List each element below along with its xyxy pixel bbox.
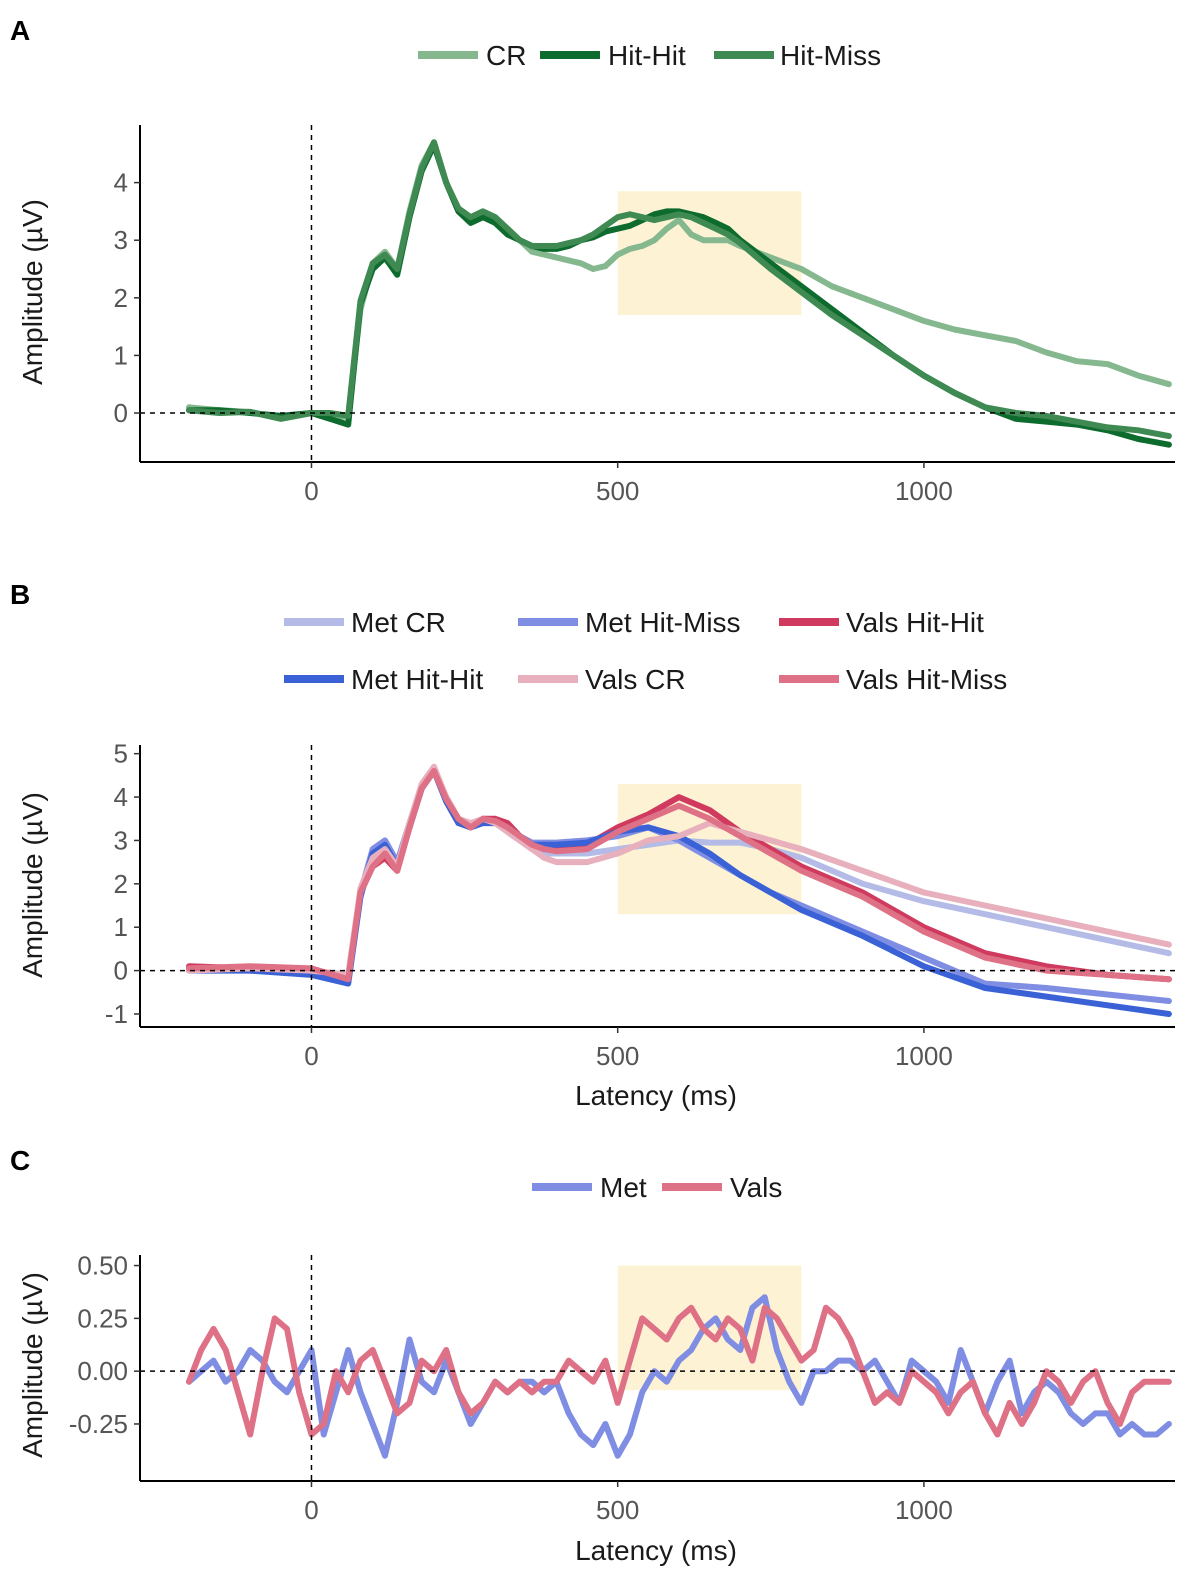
legend-c: Met Vals [532,1172,782,1203]
panel-a-y-tick-label: 4 [114,168,128,198]
panel-a-y-tick-label: 1 [114,340,128,370]
legend-label-vals-hit-hit: Vals Hit-Hit [846,607,984,638]
x-axis-title-b: Latency (ms) [575,1080,737,1111]
legend-label-met-cr: Met CR [351,607,446,638]
panel-a-highlight-window [617,191,802,316]
y-axis-title-c: Amplitude (µV) [17,1272,48,1458]
panel-b-y-tick-label: 5 [114,739,128,769]
panel-b-y-tick-label: -1 [105,999,128,1029]
panel-a: A CR Hit-Hit Hit-Miss Amplitude (µV) 0 50… [10,15,1175,506]
legend-label-met-hit-miss: Met Hit-Miss [585,607,741,638]
panel-b-x-tick-label: 0 [304,1041,318,1071]
y-axis-title-b: Amplitude (µV) [17,792,48,978]
plot-area-b: 0 500 1000 -1 0 1 2 3 4 5 [105,739,1175,1071]
panel-c-x-tick-label: 0 [304,1495,318,1525]
panel-c-series-vals [186,1304,1172,1438]
plot-area-c: 0 500 1000 -0.25 0.00 0.25 0.50 [69,1251,1175,1525]
legend-label-met-hit-hit: Met Hit-Hit [351,664,483,695]
panel-b-y-tick-label: 2 [114,869,128,899]
panel-c-x-tick-label: 500 [596,1495,639,1525]
x-axis-title-c: Latency (ms) [575,1535,737,1566]
panel-c-y-tick-label: -0.25 [69,1409,128,1439]
panel-c-y-tick-label: 0.00 [77,1356,128,1386]
legend-label-hit-hit: Hit-Hit [608,40,686,71]
panel-letter-b: B [10,579,30,610]
panel-b-y-tick-label: 0 [114,956,128,986]
panel-c-x-tick-label: 1000 [895,1495,953,1525]
legend-label-met: Met [600,1172,647,1203]
panel-a-x-tick-label: 500 [596,476,639,506]
panel-letter-a: A [10,15,30,46]
panel-c-y-tick-label: 0.50 [77,1251,128,1281]
legend-label-vals-hit-miss: Vals Hit-Miss [846,664,1007,695]
panel-b-series-vals-hit-miss [186,768,1172,983]
panel-a-y-tick-label: 0 [114,398,128,428]
panel-c-series-met [186,1294,1172,1459]
legend-b: Met CR Met Hit-Miss Vals Hit-Hit Met Hit… [284,607,1007,695]
panel-a-y-tick-label: 2 [114,283,128,313]
legend-label-cr: CR [486,40,526,71]
panel-c: C Met Vals Amplitude (µV) Latency (ms) 0… [10,1145,1175,1566]
panel-b-y-tick-label: 4 [114,782,128,812]
panel-c-y-tick-label: 0.25 [77,1303,128,1333]
y-axis-title-a: Amplitude (µV) [17,199,48,385]
panel-b-y-tick-label: 3 [114,825,128,855]
panel-b-y-tick-label: 1 [114,912,128,942]
legend-a: CR Hit-Hit Hit-Miss [418,40,881,71]
panel-a-y-tick-label: 3 [114,225,128,255]
panel-letter-c: C [10,1145,30,1176]
legend-label-vals: Vals [730,1172,782,1203]
panel-b-series-vals-cr [186,763,1172,978]
panel-a-x-tick-label: 1000 [895,476,953,506]
panel-b: B Met CR Met Hit-Miss Vals Hit-Hit Met H… [10,579,1175,1111]
legend-label-vals-cr: Vals CR [585,664,686,695]
panel-a-x-tick-label: 0 [304,476,318,506]
panel-b-x-tick-label: 1000 [895,1041,953,1071]
legend-label-hit-miss: Hit-Miss [780,40,881,71]
panel-b-x-tick-label: 500 [596,1041,639,1071]
panel-a-series-hit-miss [186,139,1172,440]
plot-area-a: 0 500 1000 0 1 2 3 4 [114,125,1175,506]
